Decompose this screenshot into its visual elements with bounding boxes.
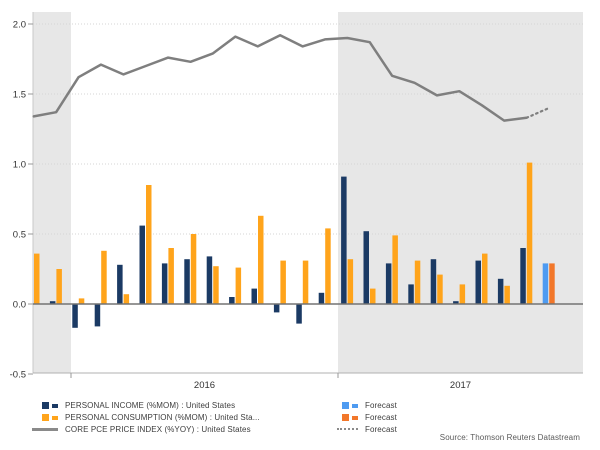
legend-series-column: PERSONAL INCOME (%MOM) : United States P… xyxy=(32,399,260,435)
bar-consumption xyxy=(190,234,197,304)
bar-consumption xyxy=(78,298,85,304)
bar-income xyxy=(497,278,504,304)
dotted-line-forecast-swatch-icon xyxy=(332,428,358,430)
bar-consumption xyxy=(459,284,466,304)
bar-income xyxy=(520,248,526,304)
bar-consumption xyxy=(168,248,174,304)
bar-consumption xyxy=(101,250,107,304)
legend-label: PERSONAL CONSUMPTION (%MOM) : United Sta… xyxy=(65,412,260,422)
bar-income xyxy=(408,284,414,304)
bar-consumption xyxy=(347,259,354,304)
core-pce-line-swatch-icon xyxy=(32,427,58,431)
bar-consumption xyxy=(302,260,309,304)
bar-income xyxy=(273,304,280,313)
legend-item-consumption-forecast: Forecast xyxy=(332,411,397,423)
legend-label: Forecast xyxy=(365,424,397,434)
year-band-2017 xyxy=(338,12,583,373)
bar-consumption xyxy=(258,215,264,304)
bar-income xyxy=(430,259,437,304)
bar-income-forecast xyxy=(542,263,549,304)
bar-consumption xyxy=(392,235,398,304)
bar-consumption xyxy=(34,253,40,304)
bar-income xyxy=(49,301,56,304)
legend-label: PERSONAL INCOME (%MOM) : United States xyxy=(65,400,236,410)
legend-label: Forecast xyxy=(365,400,397,410)
bar-consumption xyxy=(414,260,421,304)
bar-income xyxy=(385,263,392,304)
source-attribution: Source: Thomson Reuters Datastream xyxy=(439,433,580,442)
bar-consumption xyxy=(123,294,130,304)
bar-income xyxy=(229,297,235,304)
bar-income xyxy=(94,304,101,327)
y-axis-tick-label: 1.5 xyxy=(13,90,26,101)
bar-income xyxy=(453,301,459,304)
bar-income xyxy=(251,288,257,304)
bar-income xyxy=(139,225,145,304)
bar-income xyxy=(363,231,369,304)
y-axis-tick-label: 1.0 xyxy=(13,160,26,171)
bar-income xyxy=(296,304,302,324)
legend-item-personal-income: PERSONAL INCOME (%MOM) : United States xyxy=(32,399,260,411)
legend-item-personal-consumption: PERSONAL CONSUMPTION (%MOM) : United Sta… xyxy=(32,411,260,423)
legend-forecast-column: Forecast Forecast Forecast xyxy=(332,399,397,435)
bar-income xyxy=(117,264,123,304)
core-pce-line xyxy=(32,33,528,122)
bar-consumption xyxy=(504,285,510,304)
bar-consumption xyxy=(213,266,219,304)
legend-item-core-pce: CORE PCE PRICE INDEX (%YOY) : United Sta… xyxy=(32,423,260,435)
x-axis-year-label: 2017 xyxy=(450,380,471,391)
y-axis-tick-label: 0.0 xyxy=(13,300,26,311)
bar-consumption xyxy=(56,269,62,304)
personal-income-bar-swatch-icon xyxy=(32,401,58,409)
legend-item-income-forecast: Forecast xyxy=(332,399,397,411)
bar-income xyxy=(184,259,190,304)
bar-income xyxy=(206,256,213,304)
bar-consumption-forecast xyxy=(549,263,555,304)
bar-consumption xyxy=(280,260,286,304)
x-axis-year-label: 2016 xyxy=(194,380,215,391)
chart-plot-area: 2.0 1.5 1.0 0.5 0.0 -0.5 2016 2017 xyxy=(10,12,583,391)
bar-consumption xyxy=(437,274,443,304)
bar-income xyxy=(475,260,481,304)
bar-income xyxy=(161,263,168,304)
legend-label: CORE PCE PRICE INDEX (%YOY) : United Sta… xyxy=(65,424,251,434)
y-axis-tick-label: -0.5 xyxy=(10,370,26,381)
bar-consumption xyxy=(370,288,376,304)
bar-consumption xyxy=(235,267,242,304)
bar-consumption xyxy=(526,162,533,304)
legend-item-line-forecast: Forecast xyxy=(332,423,397,435)
consumption-forecast-swatch-icon xyxy=(332,413,358,421)
bar-consumption xyxy=(146,185,152,304)
income-forecast-swatch-icon xyxy=(332,401,358,409)
core-pce-forecast-dotted xyxy=(525,106,551,119)
bar-income xyxy=(318,292,325,304)
legend-label: Forecast xyxy=(365,412,397,422)
bar-income xyxy=(72,304,78,328)
bar-income xyxy=(341,176,347,304)
y-axis-tick-label: 2.0 xyxy=(13,20,26,31)
personal-consumption-bar-swatch-icon xyxy=(32,413,58,421)
bar-consumption xyxy=(325,228,331,304)
y-axis-tick-label: 0.5 xyxy=(13,230,26,241)
year-band-2015 xyxy=(33,12,71,373)
bar-consumption xyxy=(482,253,488,304)
